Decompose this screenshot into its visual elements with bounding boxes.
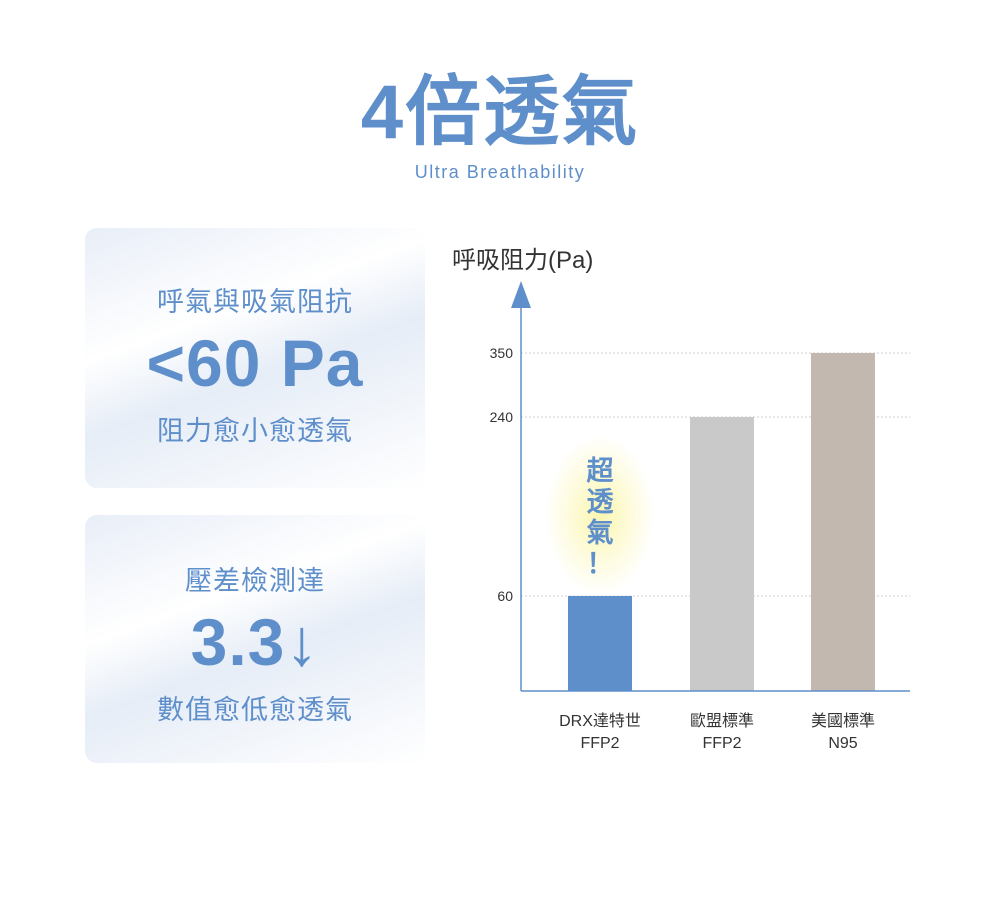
bar-0: [568, 596, 632, 691]
page-title: 4倍透氣: [360, 70, 640, 155]
x-tick-label: FFP2: [580, 735, 619, 752]
y-axis-label: 呼吸阻力(Pa): [452, 247, 594, 274]
card-value: 3.3↓: [190, 605, 320, 679]
card-heading: 壓差檢測達: [185, 566, 325, 596]
resistance-card: 呼氣與吸氣阻抗 <60 Pa 阻力愈小愈透氣: [85, 228, 425, 488]
x-tick-label: 美國標準: [811, 712, 875, 730]
x-tick-label: DRX達特世: [559, 712, 641, 730]
x-tick-label: N95: [828, 735, 857, 752]
annotation-char: 超: [587, 456, 615, 486]
y-tick-label: 350: [490, 345, 514, 361]
highlight-glow: [545, 435, 655, 595]
y-axis-arrow-icon: [511, 281, 531, 308]
annotation-char: 透: [587, 487, 614, 517]
y-tick-label: 240: [490, 409, 514, 425]
card-heading: 呼氣與吸氣阻抗: [157, 287, 353, 317]
bar-1: [690, 417, 754, 691]
card-caption: 阻力愈小愈透氣: [157, 416, 353, 446]
pressure-card: 壓差檢測達 3.3↓ 數值愈低愈透氣: [85, 515, 425, 763]
page-subtitle: Ultra Breathability: [414, 162, 586, 182]
bar-2: [811, 353, 875, 691]
annotation-char: 氣: [587, 518, 614, 548]
x-tick-label: FFP2: [702, 735, 741, 752]
y-tick-label: 60: [497, 588, 513, 604]
x-tick-label: 歐盟標準: [690, 712, 754, 730]
card-caption: 數值愈低愈透氣: [157, 695, 353, 725]
bar-chart: 60 240 350 DRX達特世 FFP2 歐盟標準 FFP2 美國標準 N95 超透氣！: [490, 281, 910, 752]
annotation-char: ！: [587, 549, 614, 579]
card-value: <60 Pa: [146, 326, 364, 400]
